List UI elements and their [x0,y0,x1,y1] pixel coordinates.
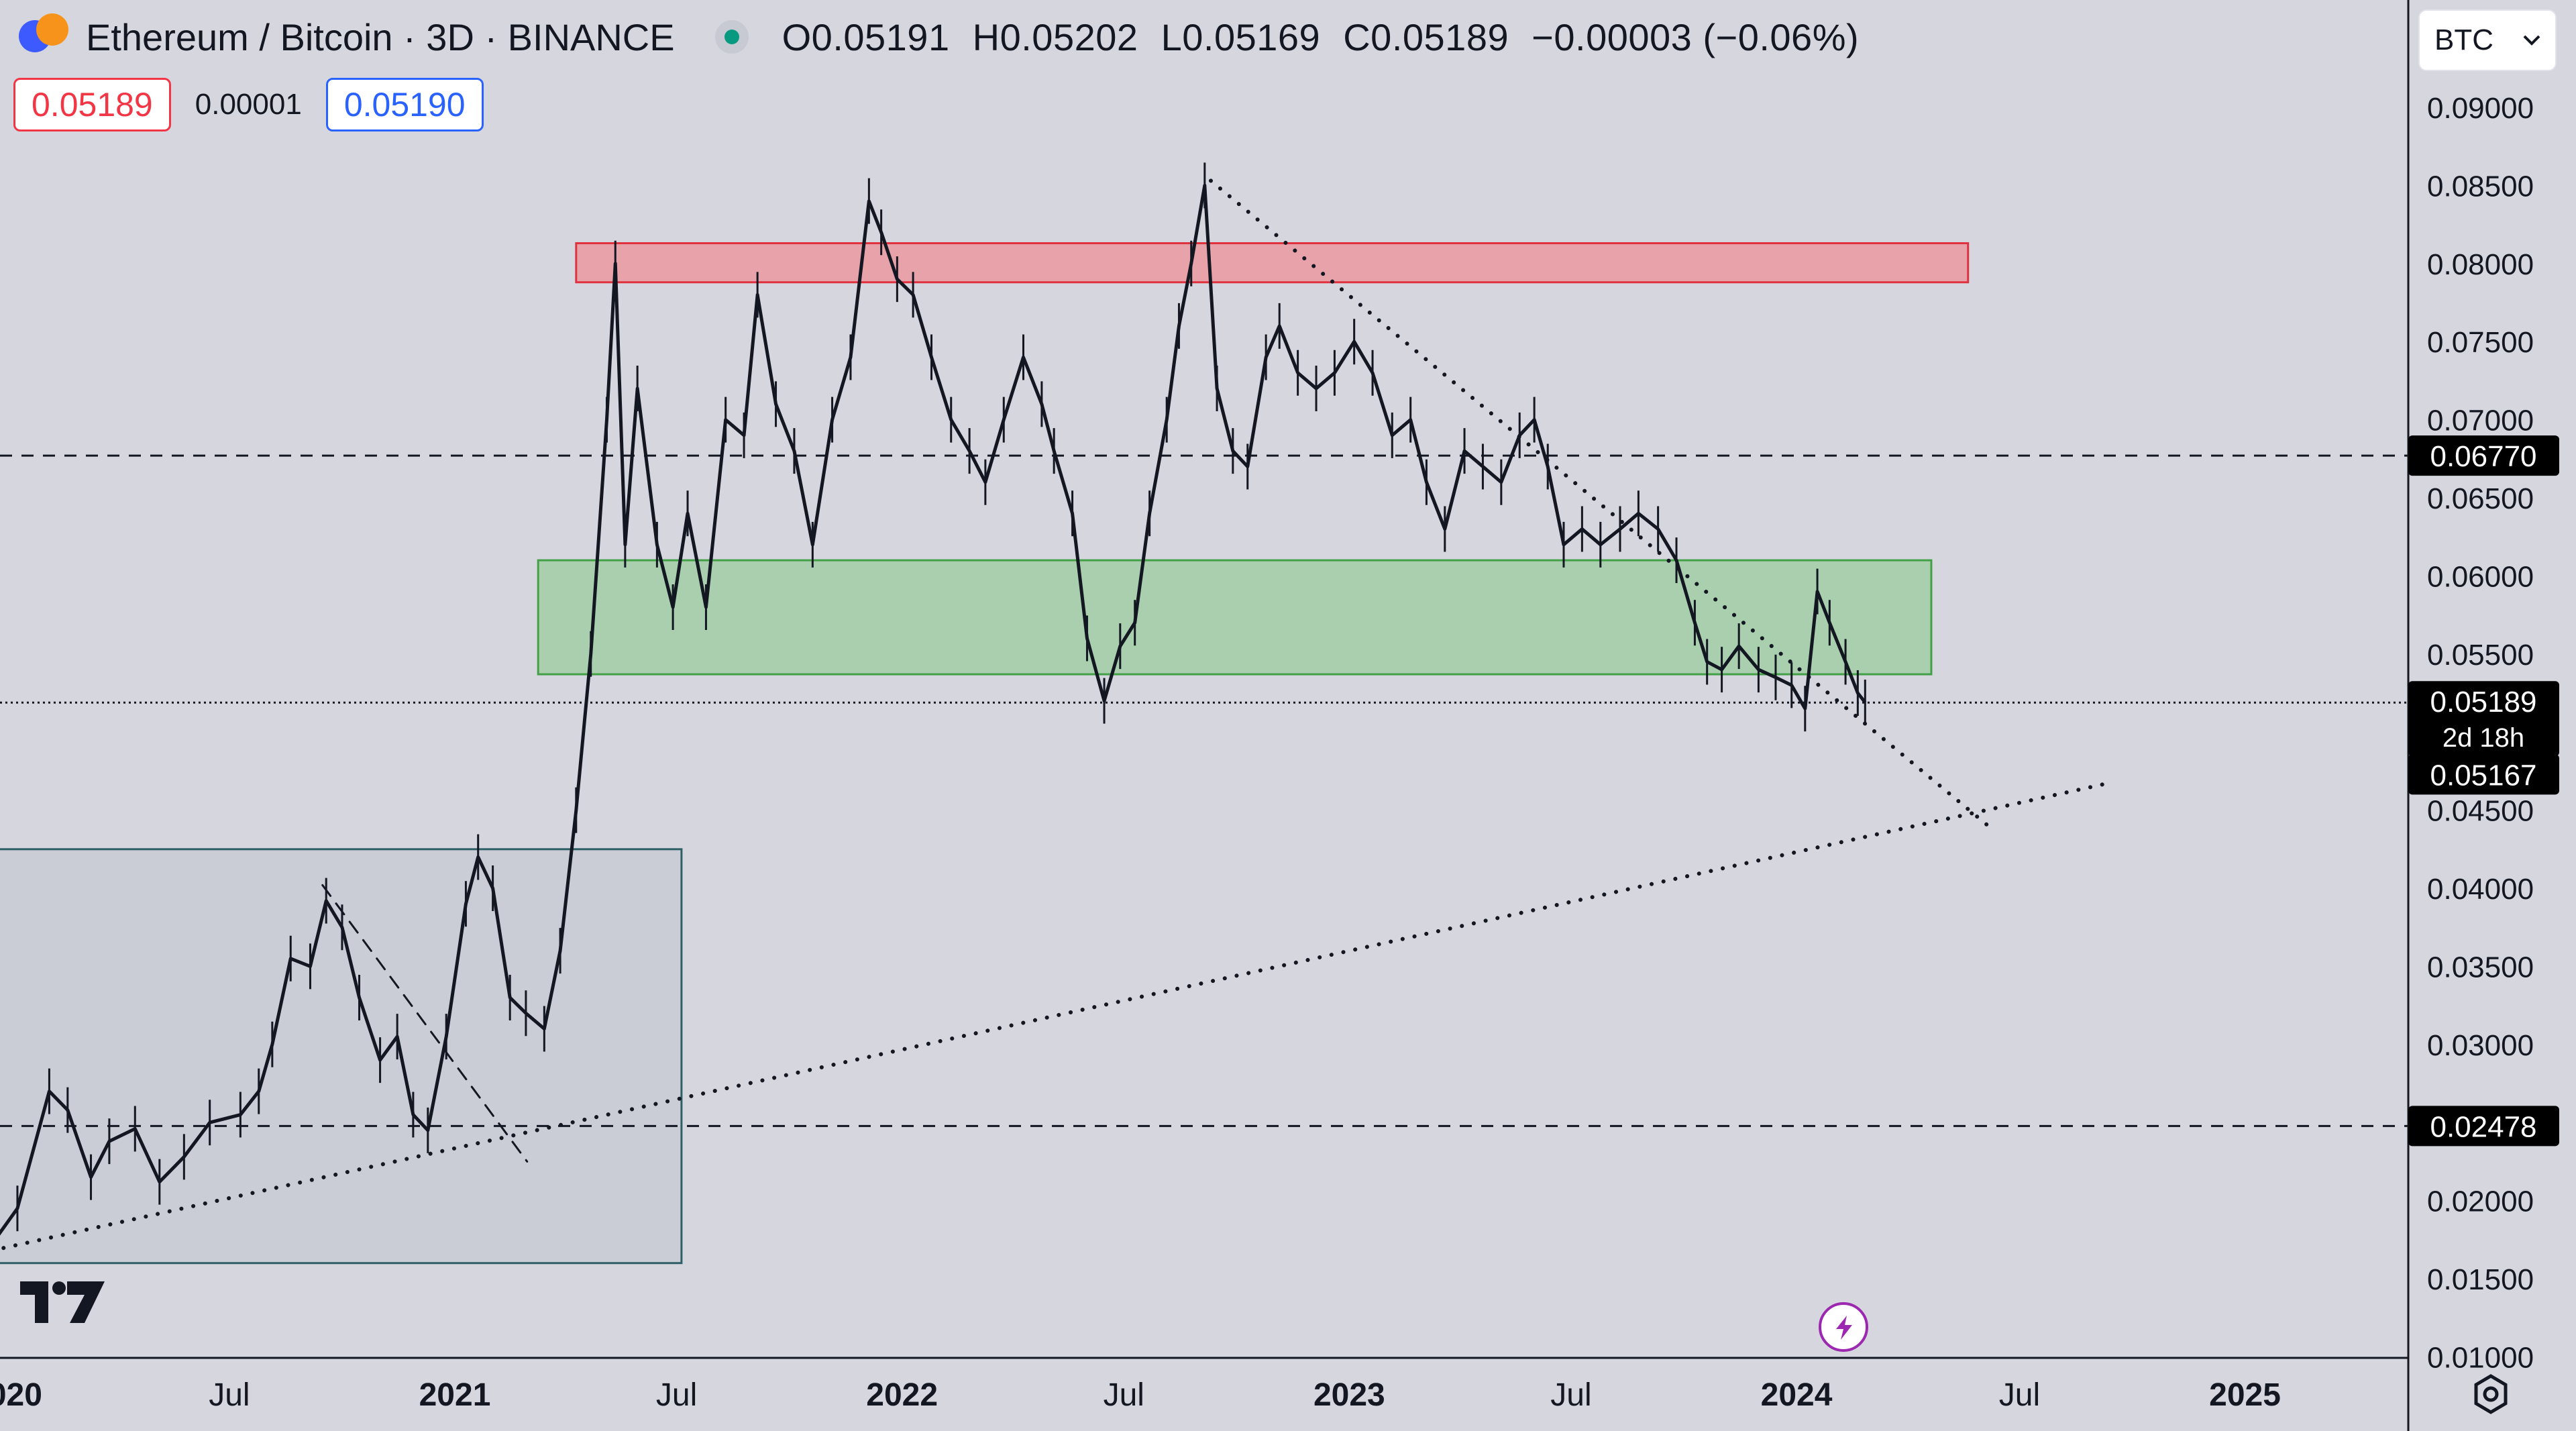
descending-resistance-trendline [1208,178,1996,833]
price-tick: 0.02000 [2427,1185,2534,1218]
price-markers: 0.06770 0.02478 0.05189 2d 18h 0.05167 [2408,435,2559,1147]
low-price-label-bg [2408,754,2559,795]
buy-price-button[interactable]: 0.05190 [325,78,484,131]
price-tick: 0.03500 [2427,951,2534,984]
time-tick: 2023 [1313,1377,1385,1413]
symbol-title[interactable]: Ethereum / Bitcoin · 3D · BINANCE [86,15,675,58]
time-tick: 2024 [1761,1377,1833,1413]
price-tick: 0.08500 [2427,170,2534,203]
price-tick: 0.08000 [2427,248,2534,281]
ohlc-values: O0.05191 H0.05202 L0.05169 C0.05189 −0.0… [782,15,1872,59]
price-axis-labels: 0.01000 0.01500 0.02000 0.03000 0.03500 0.040… [2427,92,2534,1374]
chevron-down-icon [2523,35,2540,46]
price-tick: 0.06500 [2427,482,2534,515]
low-value: L0.05169 [1161,15,1321,58]
support-zone [537,559,1933,676]
currency-value: BTC [2434,23,2493,56]
price-line [0,183,1867,1236]
trendlines [0,178,2109,1251]
market-status-icon[interactable] [714,20,749,54]
time-tick: Jul [1999,1377,2040,1413]
last-price-label: 0.05189 [2430,686,2536,719]
low-price-label: 0.05167 [2430,759,2536,792]
time-tick: Jul [209,1377,250,1413]
price-tick: 0.05500 [2427,639,2534,672]
change-value: −0.00003 (−0.06%) [1532,15,1860,58]
time-axis-labels: 2020 Jul 2021 Jul 2022 Jul 2023 Jul 2024 Jul 2025 [0,1377,2281,1413]
level-price-label-bg [2408,435,2559,476]
price-tick: 0.01500 [2427,1263,2534,1296]
drawing-zones [0,242,1970,1265]
price-tick: 0.09000 [2427,92,2534,125]
level-price-label-bg [2408,1106,2559,1147]
time-tick: 2025 [2209,1377,2281,1413]
eth-btc-pair-icon [19,13,68,60]
price-tick: 0.04500 [2427,795,2534,828]
time-tick: Jul [1550,1377,1591,1413]
trade-panel: 0.05189 0.00001 0.05190 [13,78,484,131]
price-series [0,162,1867,1236]
level-price-label: 0.02478 [2430,1110,2536,1143]
chart-header: Ethereum / Bitcoin · 3D · BINANCE O0.051… [0,0,2402,74]
price-tick: 0.06000 [2427,560,2534,593]
last-price-label-bg [2408,681,2559,757]
level-price-label: 0.06770 [2430,440,2536,473]
spread-value: 0.00001 [195,88,302,121]
2020-downtrend-trendline [321,884,529,1163]
price-tick: 0.07000 [2427,405,2534,437]
accumulation-zone [0,848,683,1265]
time-tick: Jul [656,1377,697,1413]
time-tick: Jul [1104,1377,1144,1413]
flash-icon[interactable] [1819,1302,1868,1352]
settings-icon[interactable] [2469,1372,2513,1416]
sell-price-button[interactable]: 0.05189 [13,78,171,131]
tradingview-logo-icon[interactable] [20,1281,107,1328]
resistance-zone [575,242,1970,284]
high-value: H0.05202 [972,15,1138,58]
close-value: C0.05189 [1343,15,1509,58]
time-tick: 2022 [866,1377,938,1413]
level-lines [0,454,2408,1127]
currency-selector[interactable]: BTC [2418,9,2557,71]
time-tick: 2020 [0,1377,42,1413]
price-tick: 0.04000 [2427,873,2534,906]
price-tick: 0.03000 [2427,1029,2534,1062]
time-tick: 2021 [419,1377,491,1413]
price-tick: 0.01000 [2427,1341,2534,1374]
open-value: O0.05191 [782,15,950,58]
price-tick: 0.07500 [2427,326,2534,359]
bar-countdown-label: 2d 18h [2443,723,2524,753]
